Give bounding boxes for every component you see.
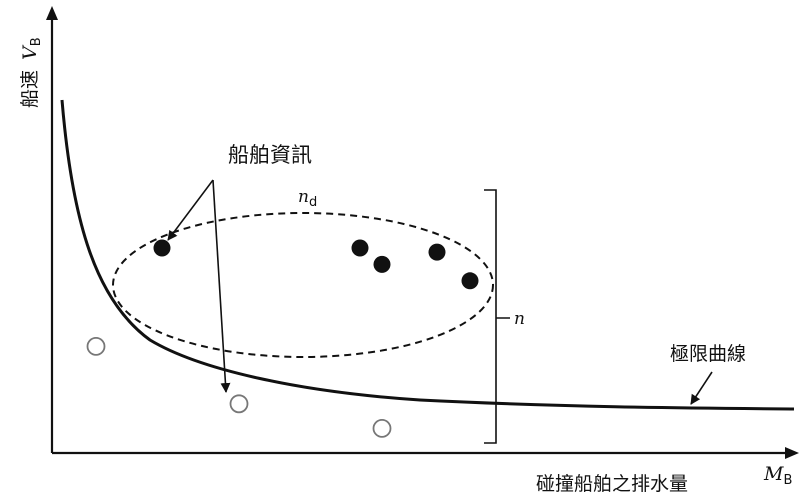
filled-point [153,239,171,257]
hollow-point [86,336,106,356]
filled-point [351,239,369,257]
ellipse-label: nd [298,187,317,210]
bracket-label: n [514,309,525,329]
ship-info-arrow-left [167,179,214,241]
y-axis-label-text: 船速 [19,70,41,108]
filled-point [461,272,479,290]
y-axis-label: 船速 VB [19,37,44,108]
dashed-ellipse [112,212,494,358]
x-axis-arrow-icon [785,447,799,459]
limit-curve-arrow [690,371,713,405]
ship-info-label: 船舶資訊 [228,143,312,167]
ship-info-arrow-right [212,179,231,393]
points-layer [86,239,479,438]
limit-curve [60,99,795,411]
filled-point [428,243,446,261]
x-axis-symbol: MB [763,463,792,488]
filled-point [373,255,391,273]
hollow-point [229,394,249,414]
y-axis-arrow-icon [46,6,58,20]
x-axis-label-text: 碰撞船舶之排水量 [536,473,688,495]
right-bracket [484,189,510,444]
hollow-point [372,418,392,438]
y-axis-symbol: VB [19,37,44,60]
limit-curve-label: 極限曲線 [670,343,746,365]
